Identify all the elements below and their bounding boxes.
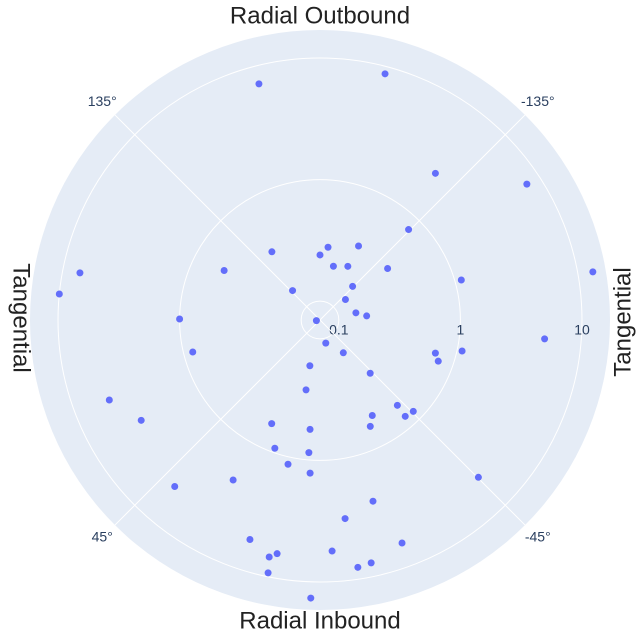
- point: [255, 80, 263, 88]
- point: [457, 276, 465, 284]
- annotation: Tangential: [609, 267, 636, 376]
- point: [306, 425, 314, 433]
- point: [398, 539, 406, 547]
- point: [307, 594, 315, 602]
- point: [324, 243, 332, 251]
- annotation: Radial Outbound: [230, 2, 410, 29]
- point: [76, 269, 84, 277]
- point: [273, 550, 281, 558]
- point: [268, 420, 276, 428]
- radial-tick-label: 1: [457, 322, 465, 338]
- point: [322, 339, 330, 347]
- radial-tick-label: 0.1: [329, 322, 349, 338]
- point: [405, 226, 413, 234]
- point: [384, 265, 392, 273]
- point: [363, 312, 371, 320]
- point: [366, 422, 374, 430]
- point: [349, 282, 357, 290]
- radial-grid-line: [57, 57, 583, 583]
- angular-tick-label: 135°: [88, 93, 117, 109]
- point: [339, 349, 347, 357]
- point: [316, 251, 324, 259]
- point: [246, 536, 254, 544]
- point: [344, 262, 352, 270]
- point: [401, 412, 409, 420]
- point: [541, 335, 549, 343]
- point: [355, 242, 363, 250]
- point: [431, 169, 439, 177]
- point: [352, 309, 360, 317]
- point: [137, 416, 145, 424]
- point: [367, 559, 375, 567]
- point: [284, 460, 292, 468]
- angular-tick-label: -45°: [525, 528, 551, 544]
- angular-tick-label: -135°: [521, 93, 555, 109]
- point: [176, 315, 184, 323]
- point: [305, 449, 313, 457]
- radial-grid-line: [300, 300, 340, 340]
- point: [312, 317, 320, 325]
- angular-grid-line: [114, 319, 321, 526]
- point: [302, 386, 310, 394]
- point: [458, 347, 466, 355]
- angular-tick-label: 45°: [92, 528, 113, 544]
- point: [431, 349, 439, 357]
- point: [289, 287, 297, 295]
- point: [189, 348, 197, 356]
- point: [589, 268, 597, 276]
- point: [306, 362, 314, 370]
- point: [393, 401, 401, 409]
- point: [341, 515, 349, 523]
- polar-plot: 0.1 1 10 135° -135° 45° -45°: [30, 30, 610, 610]
- point: [229, 476, 237, 484]
- point: [171, 483, 179, 491]
- point: [381, 70, 389, 78]
- point: [220, 267, 228, 275]
- point: [366, 369, 374, 377]
- point: [328, 547, 336, 555]
- point: [265, 553, 273, 561]
- point: [341, 295, 349, 303]
- angular-grid-line: [114, 114, 321, 321]
- point: [409, 407, 417, 415]
- point: [434, 357, 442, 365]
- annotation: Radial Inbound: [239, 607, 400, 634]
- point: [369, 497, 377, 505]
- point: [271, 444, 279, 452]
- point: [329, 262, 337, 270]
- point: [268, 248, 276, 256]
- point: [306, 469, 314, 477]
- point: [354, 563, 362, 571]
- point: [264, 569, 272, 577]
- point: [105, 396, 113, 404]
- point: [55, 290, 63, 298]
- point: [368, 411, 376, 419]
- point: [474, 473, 482, 481]
- point: [523, 180, 531, 188]
- radial-tick-label: 10: [574, 322, 590, 338]
- angular-grid-line: [319, 319, 526, 526]
